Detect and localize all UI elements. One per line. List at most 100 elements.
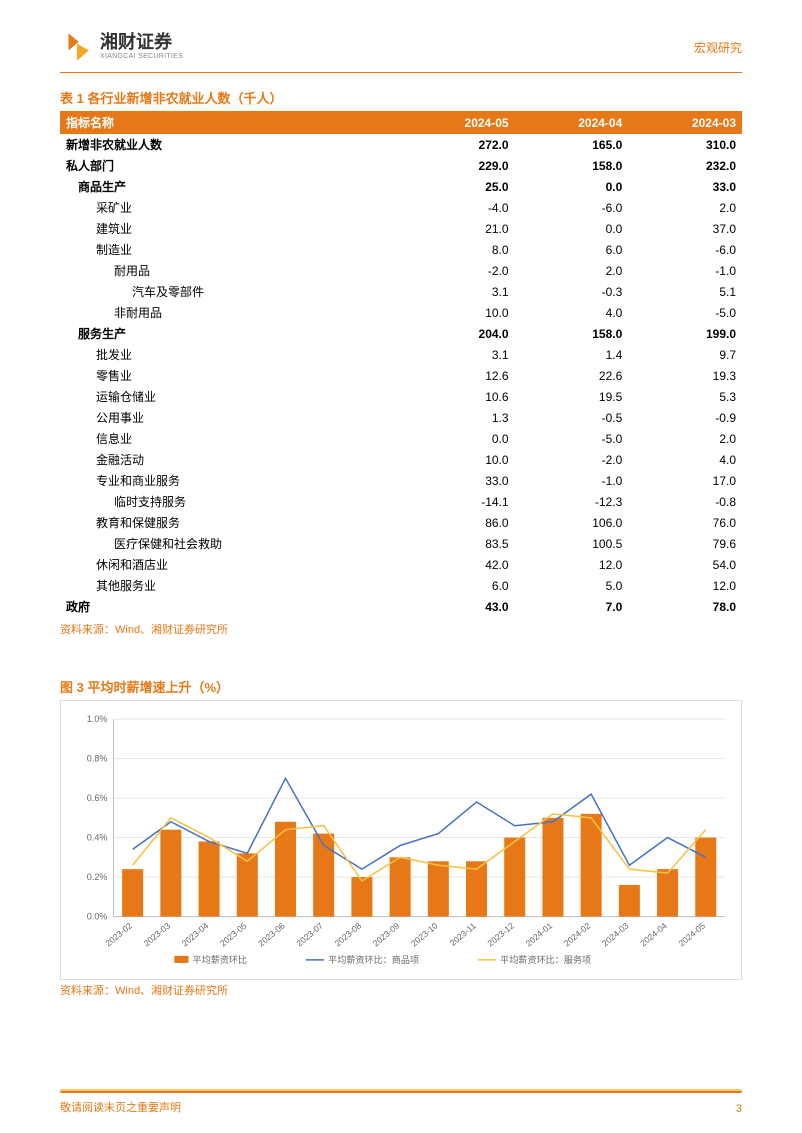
row-value: 6.0: [515, 239, 629, 260]
table-source: 资料来源：Wind、湘财证券研究所: [60, 621, 742, 637]
row-label: 采矿业: [60, 197, 401, 218]
row-value: 204.0: [401, 323, 515, 344]
svg-text:2024-04: 2024-04: [638, 920, 669, 948]
row-label: 专业和商业服务: [60, 470, 401, 491]
svg-text:2023-04: 2023-04: [180, 920, 211, 948]
row-label: 零售业: [60, 365, 401, 386]
row-value: -5.0: [515, 428, 629, 449]
table-row: 政府43.07.078.0: [60, 596, 742, 617]
svg-text:1.0%: 1.0%: [87, 714, 108, 724]
row-value: 78.0: [628, 596, 742, 617]
row-value: 76.0: [628, 512, 742, 533]
svg-text:0.6%: 0.6%: [87, 793, 108, 803]
svg-text:2023-08: 2023-08: [333, 920, 364, 948]
logo: 湘财证券 XIANGCAI SECURITIES: [60, 30, 183, 64]
row-value: 25.0: [401, 176, 515, 197]
row-value: -0.9: [628, 407, 742, 428]
row-value: 12.6: [401, 365, 515, 386]
table-row: 休闲和酒店业42.012.054.0: [60, 554, 742, 575]
row-value: -0.3: [515, 281, 629, 302]
row-value: 10.0: [401, 302, 515, 323]
table-row: 信息业0.0-5.02.0: [60, 428, 742, 449]
footer-disclaimer: 敬请阅读末页之重要声明: [60, 1099, 181, 1115]
svg-text:2024-05: 2024-05: [676, 920, 707, 948]
row-value: -6.0: [628, 239, 742, 260]
row-value: 7.0: [515, 596, 629, 617]
row-value: 5.1: [628, 281, 742, 302]
row-label: 信息业: [60, 428, 401, 449]
footer-divider: [60, 1089, 742, 1093]
table-row: 医疗保健和社会救助83.5100.579.6: [60, 533, 742, 554]
col-label: 指标名称: [60, 111, 401, 134]
row-label: 批发业: [60, 344, 401, 365]
table-row: 商品生产25.00.033.0: [60, 176, 742, 197]
chart-source: 资料来源：Wind、湘财证券研究所: [60, 982, 742, 998]
header-category: 宏观研究: [694, 39, 742, 56]
table-title: 表 1 各行业新增非农就业人数（千人）: [60, 88, 742, 107]
svg-text:0.0%: 0.0%: [87, 912, 108, 922]
row-value: 22.6: [515, 365, 629, 386]
wage-chart: 0.0%0.2%0.4%0.6%0.8%1.0%2023-022023-0320…: [60, 700, 742, 980]
row-value: 106.0: [515, 512, 629, 533]
row-value: 5.0: [515, 575, 629, 596]
row-value: 83.5: [401, 533, 515, 554]
row-label: 金融活动: [60, 449, 401, 470]
row-value: 2.0: [515, 260, 629, 281]
row-value: -5.0: [628, 302, 742, 323]
table-row: 其他服务业6.05.012.0: [60, 575, 742, 596]
row-label: 医疗保健和社会救助: [60, 533, 401, 554]
row-value: 0.0: [401, 428, 515, 449]
row-label: 临时支持服务: [60, 491, 401, 512]
row-value: 9.7: [628, 344, 742, 365]
row-value: -2.0: [515, 449, 629, 470]
row-value: 8.0: [401, 239, 515, 260]
svg-text:平均薪资环比: 平均薪资环比: [193, 954, 248, 965]
svg-text:2023-05: 2023-05: [218, 920, 249, 948]
svg-text:2023-10: 2023-10: [409, 920, 440, 948]
row-value: 6.0: [401, 575, 515, 596]
row-value: -2.0: [401, 260, 515, 281]
svg-text:2023-02: 2023-02: [103, 920, 134, 948]
row-value: 158.0: [515, 323, 629, 344]
row-value: 10.0: [401, 449, 515, 470]
svg-text:2023-09: 2023-09: [371, 920, 402, 948]
svg-text:2023-07: 2023-07: [294, 920, 325, 948]
row-value: 79.6: [628, 533, 742, 554]
svg-text:平均薪资环比：商品项: 平均薪资环比：商品项: [328, 954, 419, 965]
row-value: 4.0: [628, 449, 742, 470]
row-value: -4.0: [401, 197, 515, 218]
chart-title: 图 3 平均时薪增速上升（%）: [60, 677, 742, 696]
row-label: 商品生产: [60, 176, 401, 197]
table-row: 教育和保健服务86.0106.076.0: [60, 512, 742, 533]
svg-text:0.2%: 0.2%: [87, 872, 108, 882]
row-label: 新增非农就业人数: [60, 134, 401, 155]
table-row: 服务生产204.0158.0199.0: [60, 323, 742, 344]
svg-text:0.4%: 0.4%: [87, 833, 108, 843]
row-value: 12.0: [515, 554, 629, 575]
page-header: 湘财证券 XIANGCAI SECURITIES 宏观研究: [60, 30, 742, 73]
row-label: 建筑业: [60, 218, 401, 239]
row-value: 229.0: [401, 155, 515, 176]
row-value: 5.3: [628, 386, 742, 407]
row-label: 运输仓储业: [60, 386, 401, 407]
row-label: 政府: [60, 596, 401, 617]
table-row: 专业和商业服务33.0-1.017.0: [60, 470, 742, 491]
row-value: 19.5: [515, 386, 629, 407]
row-value: -1.0: [515, 470, 629, 491]
row-value: 165.0: [515, 134, 629, 155]
table-row: 零售业12.622.619.3: [60, 365, 742, 386]
row-value: 199.0: [628, 323, 742, 344]
row-value: 21.0: [401, 218, 515, 239]
svg-text:2023-06: 2023-06: [256, 920, 287, 948]
row-value: 0.0: [515, 218, 629, 239]
row-label: 其他服务业: [60, 575, 401, 596]
row-value: 3.1: [401, 281, 515, 302]
row-label: 非耐用品: [60, 302, 401, 323]
row-value: 158.0: [515, 155, 629, 176]
svg-text:平均薪资环比：服务项: 平均薪资环比：服务项: [500, 954, 591, 965]
table-row: 金融活动10.0-2.04.0: [60, 449, 742, 470]
svg-text:2024-03: 2024-03: [600, 920, 631, 948]
employment-table: 指标名称 2024-05 2024-04 2024-03 新增非农就业人数272…: [60, 111, 742, 617]
row-label: 制造业: [60, 239, 401, 260]
table-row: 批发业3.11.49.7: [60, 344, 742, 365]
